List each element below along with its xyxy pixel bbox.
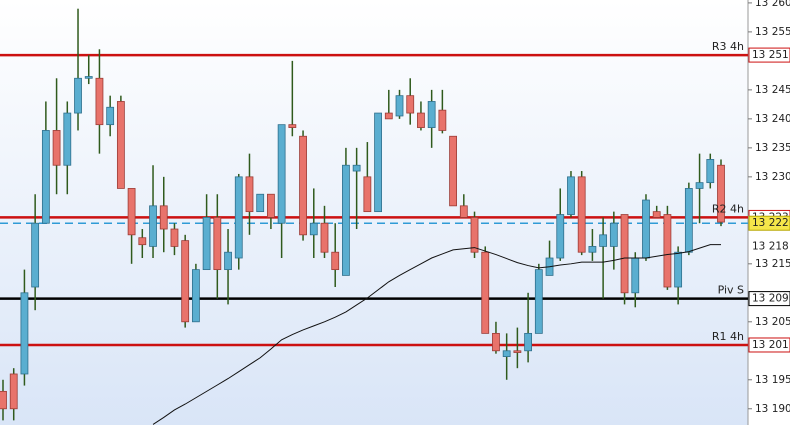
- candle-body: [363, 176, 372, 213]
- ma-value: 13 218: [752, 240, 789, 252]
- level-label: Piv S: [718, 284, 744, 297]
- level-box: [748, 291, 790, 307]
- candle-body: [588, 246, 597, 253]
- candle-body: [331, 251, 340, 271]
- candle-body: [0, 390, 7, 410]
- candle-body: [577, 176, 586, 253]
- candle-body: [427, 101, 436, 128]
- candle-body: [492, 332, 500, 352]
- price-box: [748, 215, 790, 231]
- candle-body: [706, 159, 715, 184]
- ma-box: [749, 240, 790, 253]
- moving-average: [152, 244, 721, 425]
- candle-body: [556, 214, 565, 259]
- level-box: [748, 47, 790, 63]
- candle-body: [191, 269, 200, 323]
- candle-body: [631, 257, 640, 294]
- candle-body: [63, 112, 72, 166]
- candle-body: [181, 240, 190, 323]
- level-label: R3 4h: [712, 40, 744, 53]
- level-value: 13 209: [752, 293, 789, 305]
- candle-body: [9, 373, 18, 410]
- y-tick-label: 13 230: [755, 171, 790, 183]
- candle-body: [352, 164, 361, 172]
- candle-body: [41, 130, 50, 224]
- candle-body: [106, 106, 115, 126]
- candle-body: [234, 176, 243, 259]
- y-tick-label: 13 215: [755, 258, 790, 270]
- candle-body: [524, 332, 533, 352]
- level-value: 13 251: [752, 49, 789, 61]
- candle-body: [256, 193, 265, 213]
- candle-body: [417, 112, 425, 128]
- candle-body: [684, 188, 693, 253]
- candle-body: [599, 234, 608, 247]
- candle-body: [149, 205, 157, 247]
- candle-body: [309, 222, 318, 236]
- candle-body: [74, 77, 82, 114]
- candle-body: [127, 188, 136, 236]
- candle-body: [384, 112, 393, 120]
- candle-body: [320, 222, 329, 253]
- plot-background: [0, 0, 748, 425]
- y-tick-label: 13 255: [755, 26, 790, 38]
- candle-body: [663, 214, 672, 288]
- candle-body: [84, 76, 93, 79]
- candle-body: [620, 214, 629, 294]
- candle-body: [170, 228, 179, 247]
- candle-body: [513, 350, 522, 353]
- candle-body: [717, 164, 725, 223]
- candle-body: [224, 251, 232, 271]
- y-tick-label: 13 260: [755, 0, 790, 9]
- candle-body: [438, 109, 447, 131]
- candle-body: [406, 95, 415, 114]
- candle-body: [374, 112, 382, 213]
- candle-body: [642, 199, 650, 259]
- candle-body: [52, 130, 61, 166]
- level-value: 13 201: [752, 339, 789, 351]
- candle-body: [245, 176, 254, 213]
- y-tick-label: 13 240: [755, 113, 790, 125]
- candle-body: [116, 101, 125, 189]
- y-tick-label: 13 205: [755, 316, 790, 328]
- candle-body: [95, 77, 104, 126]
- candle-body: [459, 205, 468, 218]
- candle-body: [481, 251, 490, 334]
- y-tick-label: 13 235: [755, 142, 790, 154]
- candle-body: [567, 176, 575, 215]
- y-tick-label: 13 190: [755, 403, 790, 415]
- candle-body: [652, 211, 661, 218]
- candle-body: [609, 222, 618, 247]
- price-value: 13 222: [752, 217, 789, 229]
- candle-body: [695, 182, 704, 189]
- candle-body: [395, 95, 404, 117]
- candle-body: [674, 251, 683, 288]
- candle-body: [277, 124, 286, 224]
- level-label: R1 4h: [712, 330, 744, 343]
- candle-body: [534, 269, 543, 334]
- candle-body: [470, 217, 479, 253]
- y-tick-label: 13 245: [755, 84, 790, 96]
- candle-body: [213, 217, 222, 271]
- candle-body: [138, 237, 147, 246]
- y-tick-label: 13 195: [755, 374, 790, 386]
- level-label: R2 4h: [712, 202, 744, 215]
- candle-body: [202, 217, 211, 271]
- level-box: [748, 337, 790, 353]
- candle-body: [502, 350, 511, 357]
- candle-body: [20, 292, 29, 375]
- candle-body: [299, 135, 307, 236]
- candle-body: [288, 124, 297, 128]
- candle-body: [449, 135, 457, 207]
- candle-body: [31, 222, 40, 288]
- candle-body: [159, 205, 168, 230]
- candle-body: [342, 164, 350, 276]
- candle-body: [267, 193, 275, 218]
